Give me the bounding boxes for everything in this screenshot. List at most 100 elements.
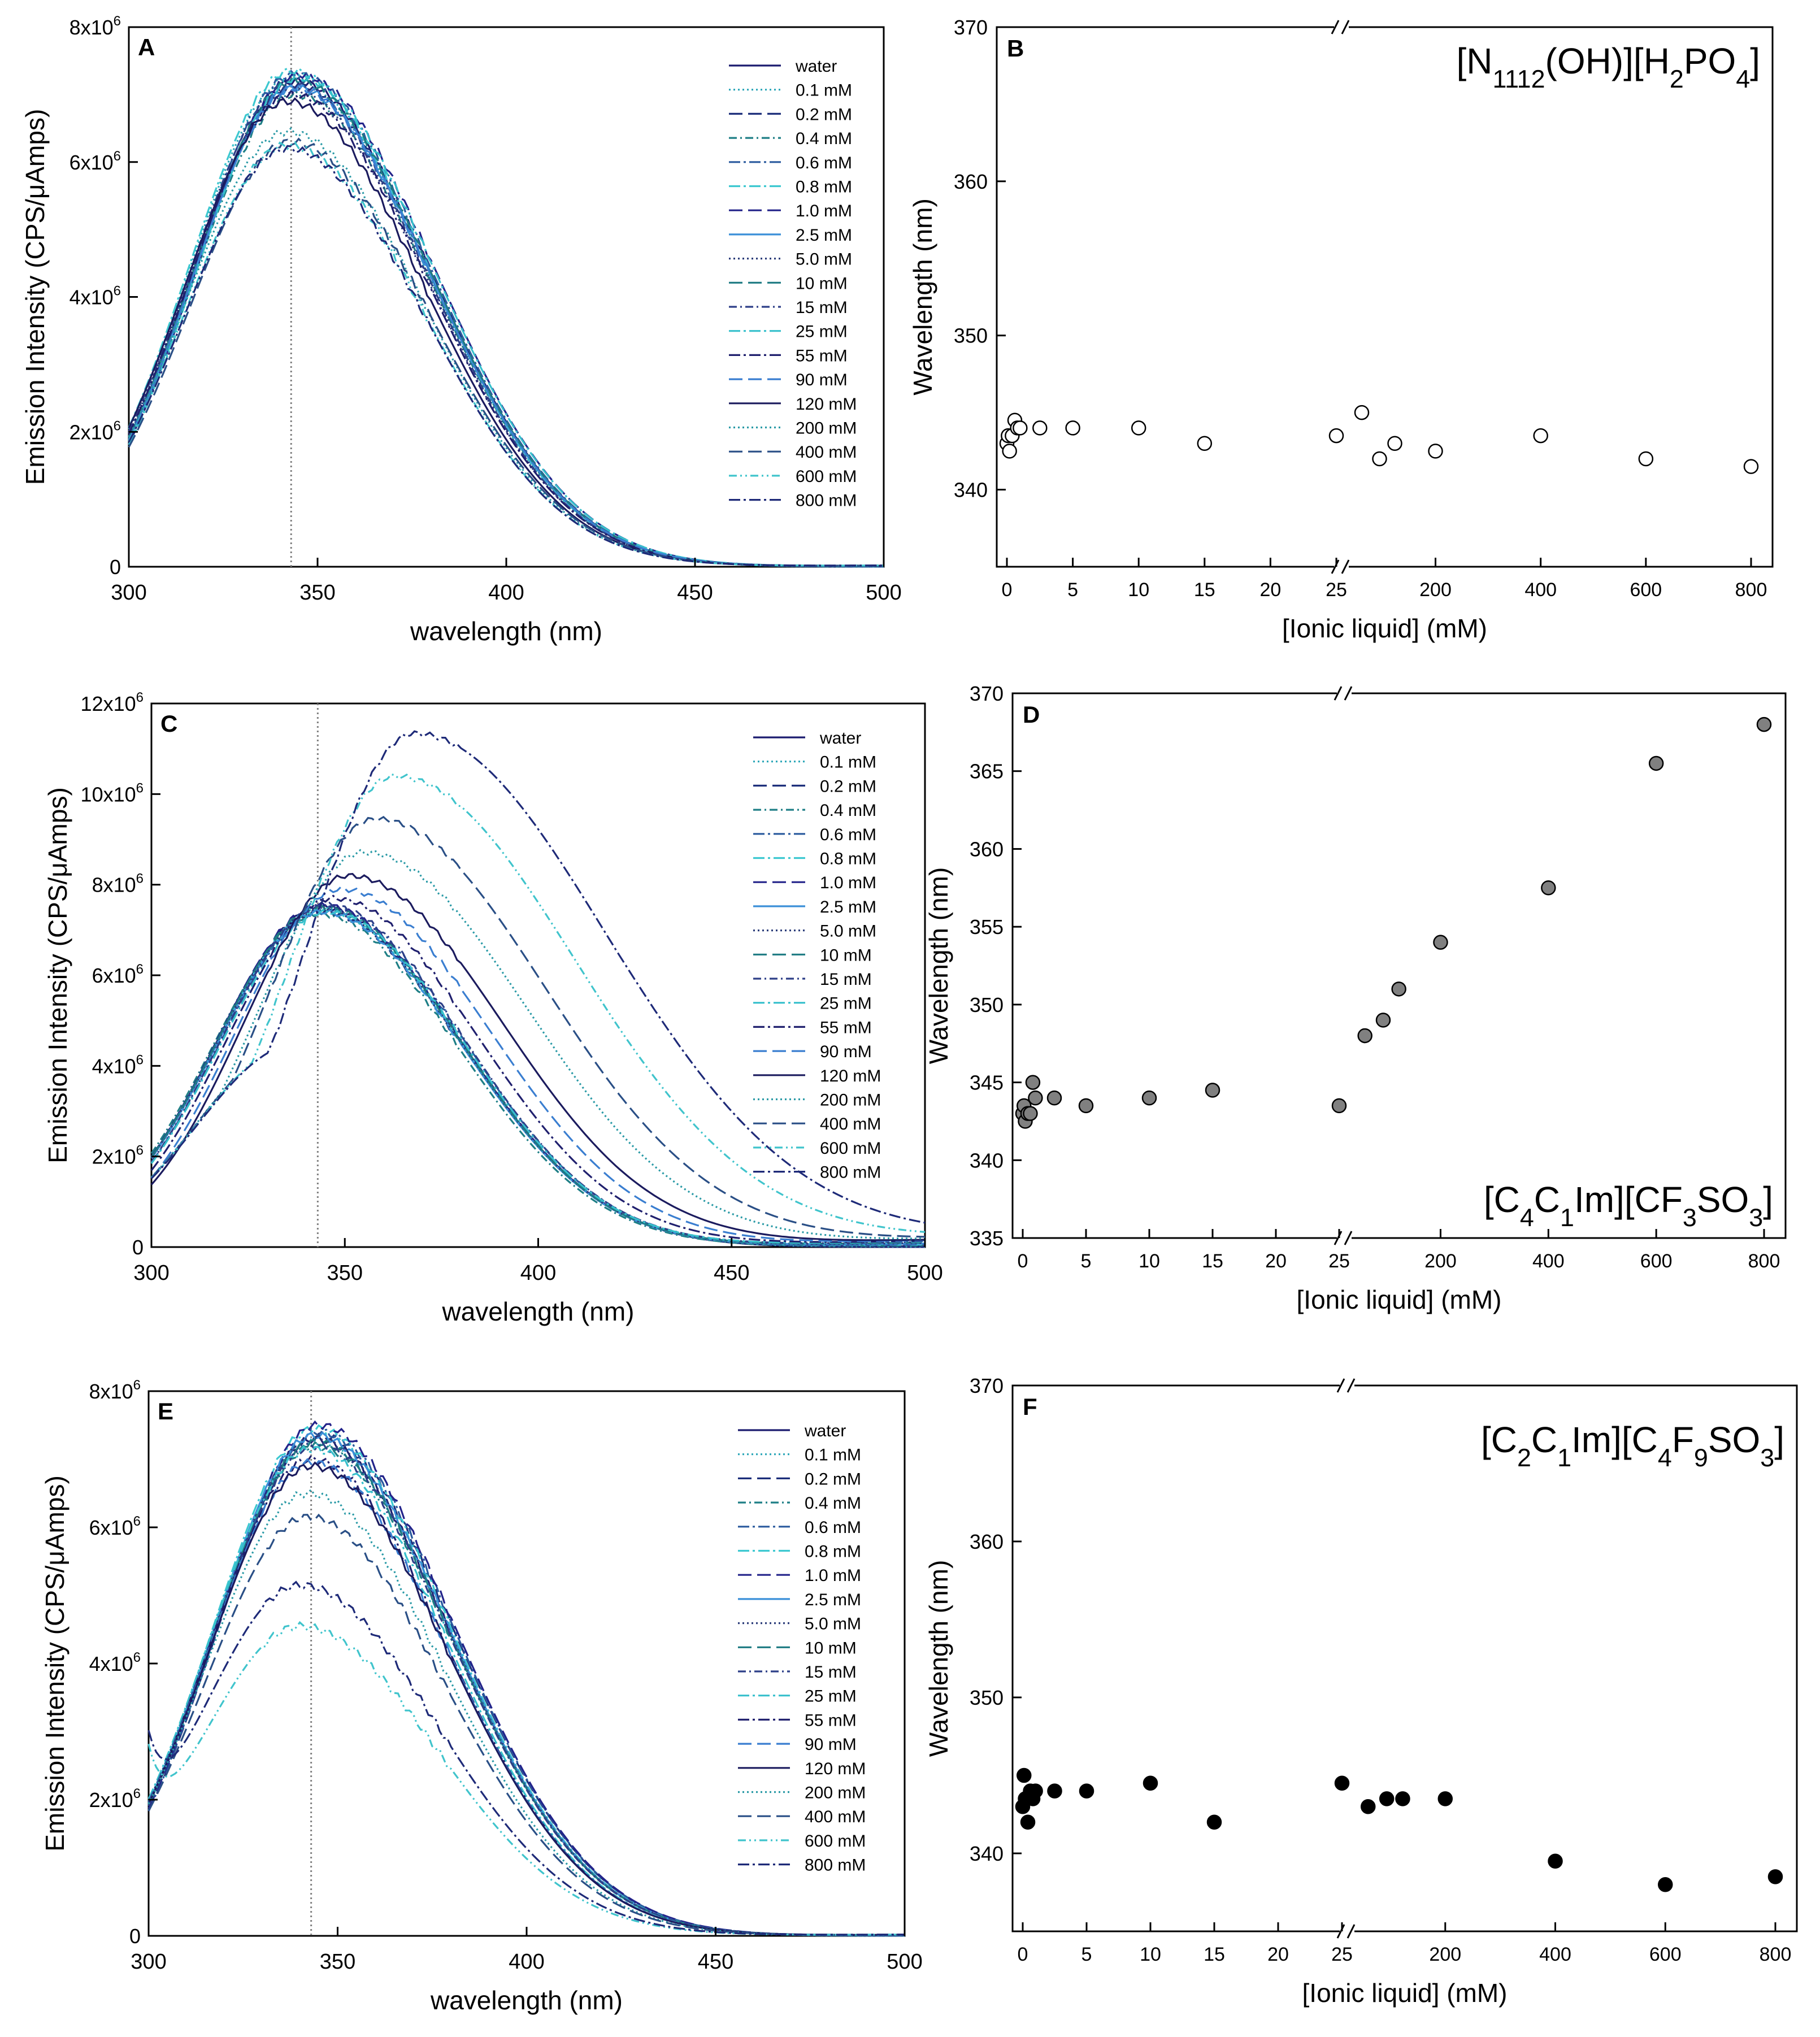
panel-b: 340 350 360 370 0 5 10 15 20 25 200 400 600 800 [Ionic… [908,16,1774,643]
panel-f: 340 350 360 370 0 5 10 15 20 25 200 400 600 800 [Ionic… [924,1374,1798,2008]
axis-break-gap [1334,561,1349,572]
x-axis-title: wavelength (nm) [410,616,602,646]
legend-label: 90 mM [820,1043,872,1061]
y-tick-label: 10x106 [81,780,144,806]
legend-label: 55 mM [820,1018,872,1037]
legend-label: 800 mM [820,1163,881,1182]
y-tick-label: 8x106 [92,871,144,897]
series-line-600-mm [128,141,884,567]
panel-a: 300 350 400 450 500 0 2x106 4x106 6x106 8x106 wave… [20,14,902,646]
data-point [1020,1814,1036,1830]
legend-label: 0.6 mM [805,1518,861,1537]
legend-label: 5.0 mM [796,250,852,269]
series-line-800-mm [147,1580,905,1936]
y-tick-label: 370 [970,1374,1004,1397]
x-tick-label: 25 [1331,1944,1353,1965]
y-tick-label: 8x106 [89,1378,141,1403]
x-tick-label: 15 [1194,579,1215,601]
y-tick-label: 370 [954,16,988,39]
x-tick-label: 5 [1067,579,1078,601]
x-tick-label: 600 [1630,579,1662,601]
x-axis-title: [Ionic liquid] (mM) [1302,1978,1508,2008]
axis-break-mark [1344,686,1353,701]
y-axis-title: Wavelength (nm) [908,198,937,396]
plot-frame [147,1390,906,1937]
y-tick-label: 340 [954,479,988,502]
series-line-0-1-mm [150,906,925,1248]
legend-label: 0.6 mM [796,154,852,172]
series-line-600-mm [150,773,926,1233]
x-tick-label: 600 [1649,1944,1682,1965]
x-tick-label: 10 [1140,1944,1161,1965]
series-line-water [128,77,884,568]
series-line-600-mm [147,1621,905,1936]
legend-label: 0.1 mM [796,81,852,100]
x-tick-label: 400 [488,581,524,605]
legend-label: 800 mM [805,1856,866,1875]
x-tick-label: 15 [1204,1944,1225,1965]
x-tick-label: 500 [887,1950,922,1974]
series-line-400-mm [128,137,884,567]
panel-letter: A [138,34,155,60]
data-point [1334,1775,1350,1791]
data-point [1328,428,1344,444]
x-tick-label: 15 [1202,1250,1223,1272]
legend-label: 1.0 mM [820,874,876,892]
x-tick-label: 450 [714,1261,749,1285]
axis-break-mark [1331,20,1340,34]
y-tick-label: 8x106 [70,14,121,39]
y-tick-label: 0 [110,555,121,579]
x-tick-label: 450 [677,581,713,605]
legend-label: 15 mM [820,970,872,989]
data-point [1354,405,1370,420]
y-tick-label: 4x106 [89,1650,141,1675]
axis-break-gap [1340,1926,1354,1937]
legend-label: 5.0 mM [805,1615,861,1634]
y-axis-title: Emission Intensity (CPS/μAmps) [20,109,50,485]
data-point [1046,1090,1062,1106]
axis-break-mark [1341,20,1350,34]
chart-title: [C4C1Im][CF3SO3] [1484,1179,1773,1232]
legend-label: 0.4 mM [820,801,876,820]
legend-label: 55 mM [796,346,848,365]
legend-label: 0.8 mM [805,1543,861,1561]
data-point [1743,459,1759,474]
series-line-400-mm [147,1513,905,1936]
axis-break-mark [1336,1378,1345,1393]
y-tick-label: 360 [970,1530,1004,1553]
series-line-55-mm [147,1454,905,1936]
data-point [1143,1775,1158,1791]
legend-label: 5.0 mM [820,922,876,941]
plot-frame [996,26,1774,568]
y-tick-label: 370 [970,682,1004,705]
x-tick-label: 400 [509,1950,544,1974]
y-axis-title: Emission Intensity (CPS/μAmps) [40,1475,70,1852]
x-axis-title: [Ionic liquid] (mM) [1282,614,1487,643]
x-tick-label: 500 [866,581,901,605]
data-point [1028,1783,1043,1799]
legend-label: 0.8 mM [796,178,852,197]
axis-break-mark [1346,1378,1356,1393]
data-point [1331,1098,1347,1114]
panel-letter: C [160,710,177,737]
legend-label: 120 mM [820,1067,881,1085]
axis-break-mark [1333,686,1343,701]
data-point [1395,1791,1410,1806]
legend-label: 0.2 mM [820,777,876,796]
x-tick-label: 20 [1259,579,1281,601]
axis-break-mark [1346,1924,1356,1939]
x-tick-label: 600 [1640,1250,1673,1272]
legend-label: 400 mM [796,443,857,462]
y-tick-label: 0 [132,1236,144,1259]
legend-label: 55 mM [805,1711,857,1730]
x-tick-label: 0 [1018,1250,1028,1272]
data-point [1032,420,1048,436]
chart-title: [C2C1Im][C4F9SO3] [1481,1419,1784,1472]
series-line-25-mm [147,1445,905,1936]
data-point [1047,1783,1062,1799]
legend-label: 200 mM [820,1091,881,1110]
legend-label: 200 mM [796,419,857,438]
data-point [1387,436,1402,451]
data-point [1078,1098,1094,1114]
